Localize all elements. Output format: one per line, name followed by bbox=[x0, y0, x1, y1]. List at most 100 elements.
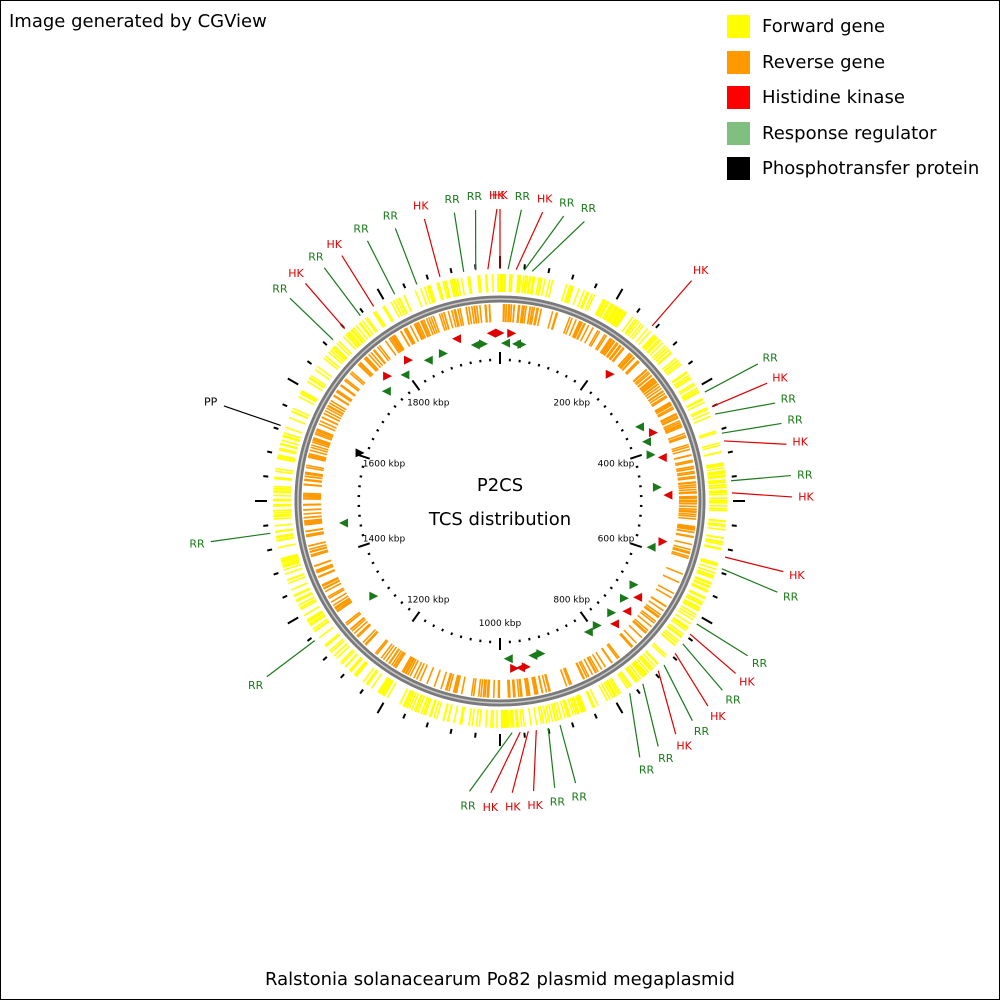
feature-label-hk: HK bbox=[492, 189, 508, 202]
reverse-gene-mark bbox=[407, 658, 417, 676]
reverse-gene-mark bbox=[661, 415, 679, 425]
feature-label-rr: RR bbox=[581, 202, 597, 215]
forward-gene-mark bbox=[696, 571, 714, 579]
reverse-gene-mark bbox=[524, 678, 529, 697]
outer-major-tick bbox=[701, 616, 713, 625]
reverse-gene-mark bbox=[517, 304, 521, 323]
reverse-gene-mark bbox=[578, 661, 588, 679]
tcs-marker-rr bbox=[503, 654, 513, 664]
feature-label-hk: HK bbox=[710, 710, 726, 723]
tcs-marker-hk bbox=[633, 592, 643, 602]
reverse-gene-mark bbox=[606, 342, 619, 359]
forward-gene-mark bbox=[273, 509, 292, 512]
forward-gene-mark bbox=[607, 306, 618, 323]
forward-gene-mark bbox=[516, 709, 520, 728]
forward-gene-mark bbox=[485, 709, 488, 728]
reverse-gene-mark bbox=[671, 552, 689, 560]
reverse-gene-mark bbox=[637, 374, 653, 388]
forward-gene-mark bbox=[419, 288, 428, 306]
feature-label-rr: RR bbox=[658, 752, 674, 765]
forward-gene-mark bbox=[661, 633, 676, 646]
tcs-marker-hk bbox=[515, 663, 525, 673]
outer-minor-tick bbox=[282, 403, 288, 408]
forward-gene-mark bbox=[708, 509, 727, 512]
feature-label-hk: HK bbox=[537, 192, 553, 205]
reverse-gene-mark bbox=[518, 678, 522, 697]
forward-gene-mark bbox=[708, 478, 727, 483]
forward-gene-mark bbox=[344, 653, 358, 668]
callout-line bbox=[366, 240, 396, 295]
forward-gene-mark bbox=[468, 707, 473, 726]
callout-line bbox=[490, 731, 521, 794]
reverse-gene-mark bbox=[321, 576, 339, 586]
forward-gene-mark bbox=[706, 534, 725, 540]
reverse-gene-mark bbox=[544, 674, 551, 692]
forward-gene-mark bbox=[491, 274, 494, 293]
callout-line bbox=[487, 208, 498, 270]
forward-gene-mark bbox=[281, 439, 299, 446]
outer-minor-tick bbox=[687, 637, 694, 642]
reverse-gene-mark bbox=[628, 624, 643, 639]
forward-gene-mark bbox=[478, 274, 482, 293]
forward-gene-mark bbox=[437, 282, 445, 300]
forward-gene-mark bbox=[677, 609, 694, 621]
reverse-gene-mark bbox=[304, 479, 323, 483]
forward-gene-mark bbox=[618, 672, 631, 688]
feature-label-hk: HK bbox=[792, 436, 808, 449]
center-subtitle: TCS distribution bbox=[428, 509, 571, 530]
reverse-gene-mark bbox=[677, 476, 696, 481]
forward-gene-mark bbox=[333, 345, 348, 359]
forward-gene-mark bbox=[683, 599, 700, 610]
forward-gene-mark bbox=[596, 299, 607, 317]
ruler-label: 1000 kbp bbox=[479, 619, 522, 629]
callout-line bbox=[724, 440, 787, 445]
forward-gene-mark bbox=[331, 347, 346, 361]
outer-minor-tick bbox=[731, 524, 737, 527]
forward-gene-mark bbox=[308, 613, 325, 625]
forward-gene-mark bbox=[452, 278, 458, 297]
reverse-gene-mark bbox=[433, 669, 442, 687]
reverse-gene-mark bbox=[665, 425, 683, 435]
forward-gene-mark bbox=[307, 611, 324, 623]
forward-gene-mark bbox=[539, 705, 545, 724]
feature-label-hk: HK bbox=[527, 799, 543, 812]
forward-gene-mark bbox=[366, 670, 379, 686]
forward-gene-mark bbox=[533, 707, 538, 726]
reverse-gene-mark bbox=[671, 445, 690, 453]
forward-gene-mark bbox=[424, 698, 433, 716]
reverse-gene-mark bbox=[425, 317, 434, 336]
forward-gene-mark bbox=[514, 709, 518, 728]
reverse-gene-mark bbox=[319, 420, 337, 429]
reverse-gene-mark bbox=[303, 515, 322, 519]
feature-label-rr: RR bbox=[467, 190, 483, 203]
forward-gene-mark bbox=[377, 676, 389, 693]
forward-gene-mark bbox=[362, 667, 375, 683]
outer-minor-tick bbox=[263, 524, 269, 527]
forward-gene-mark bbox=[422, 697, 431, 715]
reverse-gene-mark bbox=[594, 333, 606, 350]
reverse-gene-mark bbox=[674, 539, 693, 546]
callout-line bbox=[696, 623, 748, 657]
callout-line bbox=[515, 211, 544, 270]
reverse-gene-mark bbox=[669, 436, 687, 444]
forward-gene-mark bbox=[435, 701, 443, 720]
forward-gene-mark bbox=[491, 709, 495, 728]
reverse-gene-mark bbox=[678, 514, 697, 518]
forward-gene-mark bbox=[398, 688, 409, 705]
reverse-gene-mark bbox=[364, 630, 378, 645]
forward-gene-mark bbox=[471, 708, 476, 727]
callout-line bbox=[532, 730, 537, 792]
callout-line bbox=[468, 732, 513, 792]
feature-label-hk: HK bbox=[489, 189, 505, 202]
forward-gene-mark bbox=[515, 274, 519, 293]
tcs-marker-rr bbox=[501, 338, 511, 348]
callout-line bbox=[724, 556, 784, 573]
reverse-gene-mark bbox=[678, 488, 697, 492]
forward-gene-mark bbox=[449, 279, 455, 298]
reverse-gene-mark bbox=[453, 674, 460, 693]
reverse-gene-mark bbox=[308, 452, 327, 459]
reverse-gene-mark bbox=[512, 304, 516, 323]
reverse-gene-mark bbox=[674, 459, 693, 465]
forward-gene-mark bbox=[615, 311, 628, 328]
reverse-gene-mark bbox=[509, 304, 513, 323]
